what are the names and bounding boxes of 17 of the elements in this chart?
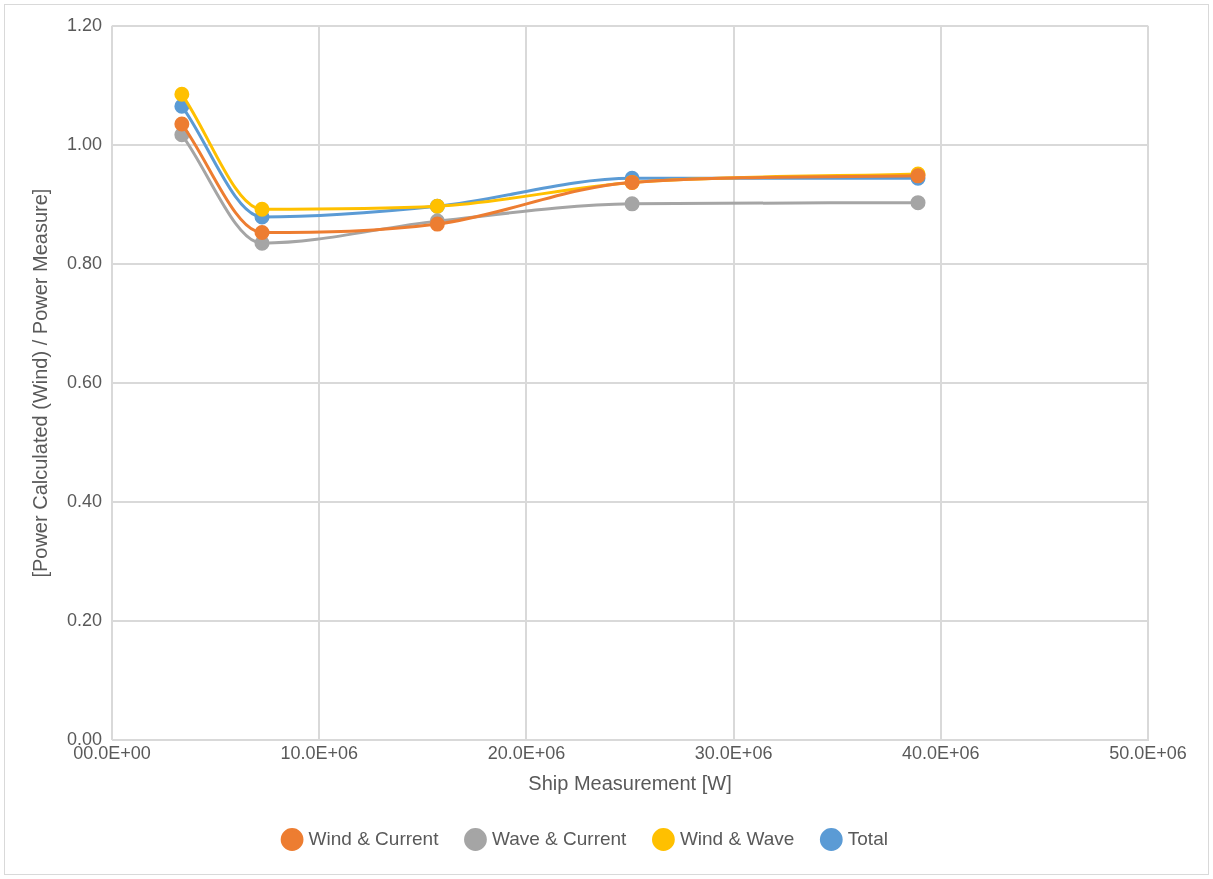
x-tick-label: 40.0E+06 — [902, 743, 980, 764]
x-axis-title: Ship Measurement [W] — [528, 771, 732, 794]
y-tick-label: 0.80 — [66, 252, 103, 273]
x-tick-label: 20.0E+06 — [487, 743, 566, 764]
x-tick-label: 50.0E+06 — [1109, 743, 1187, 764]
x-tick-label: 30.0E+06 — [694, 743, 773, 764]
y-axis-title: [Power Calculated (Wind) / Power Measure] — [28, 188, 51, 578]
legend-label: Wind & Wave — [679, 827, 795, 849]
y-tick-label: 0.20 — [66, 610, 103, 631]
y-tick-label: 1.20 — [66, 14, 103, 35]
y-tick-label: 0.60 — [66, 372, 103, 393]
x-tick-label: 10.0E+06 — [280, 743, 359, 764]
y-tick-label: 1.00 — [66, 133, 103, 154]
legend-label: Total — [847, 827, 888, 849]
y-tick-label: 0.40 — [66, 491, 103, 512]
legend-label: Wind & Current — [308, 827, 440, 849]
legend-label: Wave & Current — [491, 827, 628, 849]
